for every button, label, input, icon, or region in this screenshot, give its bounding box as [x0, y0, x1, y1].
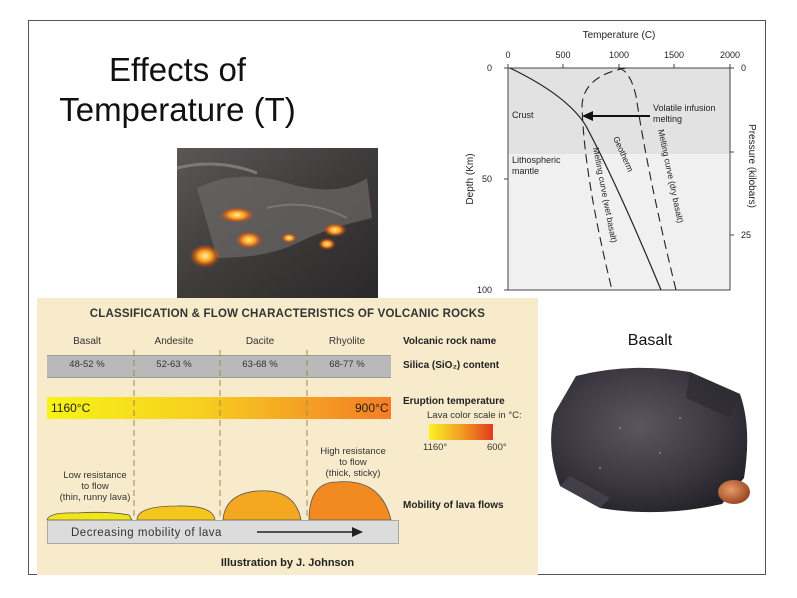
high-res-line2: to flow: [339, 457, 367, 468]
scale-low: 1160°: [423, 442, 448, 453]
x-tick-500: 500: [555, 50, 570, 60]
lava-color-scale: [429, 424, 493, 440]
temp-left: 1160°C: [51, 401, 91, 415]
rock-andesite: Andesite: [154, 336, 194, 347]
x-tick-0: 0: [505, 50, 510, 60]
slide-title: Effects of Temperature (T): [40, 50, 315, 130]
y-tick-100: 100: [477, 285, 492, 295]
rock-dacite: Dacite: [245, 336, 275, 347]
right-tick-25: 25: [741, 230, 751, 240]
scale-high: 600°: [487, 442, 507, 453]
mobility-label: Mobility of lava flows: [403, 500, 504, 511]
mantle-label-line2: mantle: [512, 166, 539, 176]
x-tick-1500: 1500: [664, 50, 684, 60]
rock-rhyolite: Rhyolite: [328, 336, 366, 347]
high-res-line1: High resistance: [320, 446, 386, 457]
dry-basalt-curve: [617, 67, 677, 291]
low-resistance-text: Low resistance to flow (thin, runny lava…: [45, 470, 145, 503]
y-tick-0: 0: [487, 63, 492, 73]
arrow-label-line2: melting: [653, 114, 682, 124]
right-arrow-icon: [257, 527, 363, 537]
rhyolite-flow: [308, 481, 392, 521]
y-axis-title: Depth (Km): [465, 153, 476, 204]
y-tick-50: 50: [482, 174, 492, 184]
illustration-credit: Illustration by J. Johnson: [220, 557, 355, 569]
basalt-flow: [46, 511, 133, 521]
low-res-line1: Low resistance: [63, 470, 127, 481]
slide-title-line1: Effects of: [109, 51, 246, 88]
geotherm-diagram: Temperature (C) 0 500 1000 1500 2000 0 5…: [465, 30, 757, 295]
volcanic-chart-title: CLASSIFICATION & FLOW CHARACTERISTICS OF…: [89, 308, 486, 320]
high-res-line3: (thick, sticky): [325, 468, 381, 479]
x-tick-1000: 1000: [609, 50, 629, 60]
wet-basalt-curve: [581, 67, 627, 291]
dacite-flow: [222, 490, 302, 521]
silica-basalt: 48-52 %: [69, 359, 105, 370]
x-tick-2000: 2000: [720, 50, 740, 60]
low-res-line3: (thin, runny lava): [59, 492, 131, 503]
mobility-arrow-text: Decreasing mobility of lava: [71, 527, 222, 539]
lava-flow-photo: [177, 148, 378, 298]
silica-dacite: 63-68 %: [242, 359, 278, 370]
silica-band: [47, 355, 391, 378]
basalt-label: Basalt: [627, 332, 673, 349]
eruption-temp-label: Eruption temperature: [403, 396, 505, 407]
high-resistance-text: High resistance to flow (thick, sticky): [303, 446, 403, 479]
lava-scale-caption: Lava color scale in °C:: [427, 410, 522, 421]
volcanic-rock-chart: CLASSIFICATION & FLOW CHARACTERISTICS OF…: [37, 298, 538, 575]
rock-basalt: Basalt: [73, 336, 101, 347]
crust-label: Crust: [512, 110, 534, 120]
right-tick-0: 0: [741, 63, 746, 73]
arrow-label-line1: Volatile infusion: [653, 103, 716, 113]
geotherm-curve: [509, 67, 662, 291]
slide-title-line2: Temperature (T): [59, 91, 296, 128]
arrow-head-icon: [582, 111, 593, 121]
silica-rhyolite: 68-77 %: [329, 359, 365, 370]
rock-name-label: Volcanic rock name: [403, 336, 497, 347]
basalt-rock-photo: [540, 358, 762, 524]
eruption-temp-band: [47, 397, 391, 419]
low-res-line2: to flow: [81, 481, 109, 492]
lava-flow-shapes: [46, 350, 392, 521]
silica-andesite: 52-63 %: [156, 359, 192, 370]
x-axis-title: Temperature (C): [583, 30, 656, 41]
mantle-label-line1: Lithospheric: [512, 155, 561, 165]
right-axis-title: Pressure (kilobars): [746, 124, 757, 208]
temp-right: 900°C: [355, 401, 389, 415]
andesite-flow: [136, 505, 216, 521]
silica-label: Silica (SiO₂) content: [403, 360, 500, 371]
